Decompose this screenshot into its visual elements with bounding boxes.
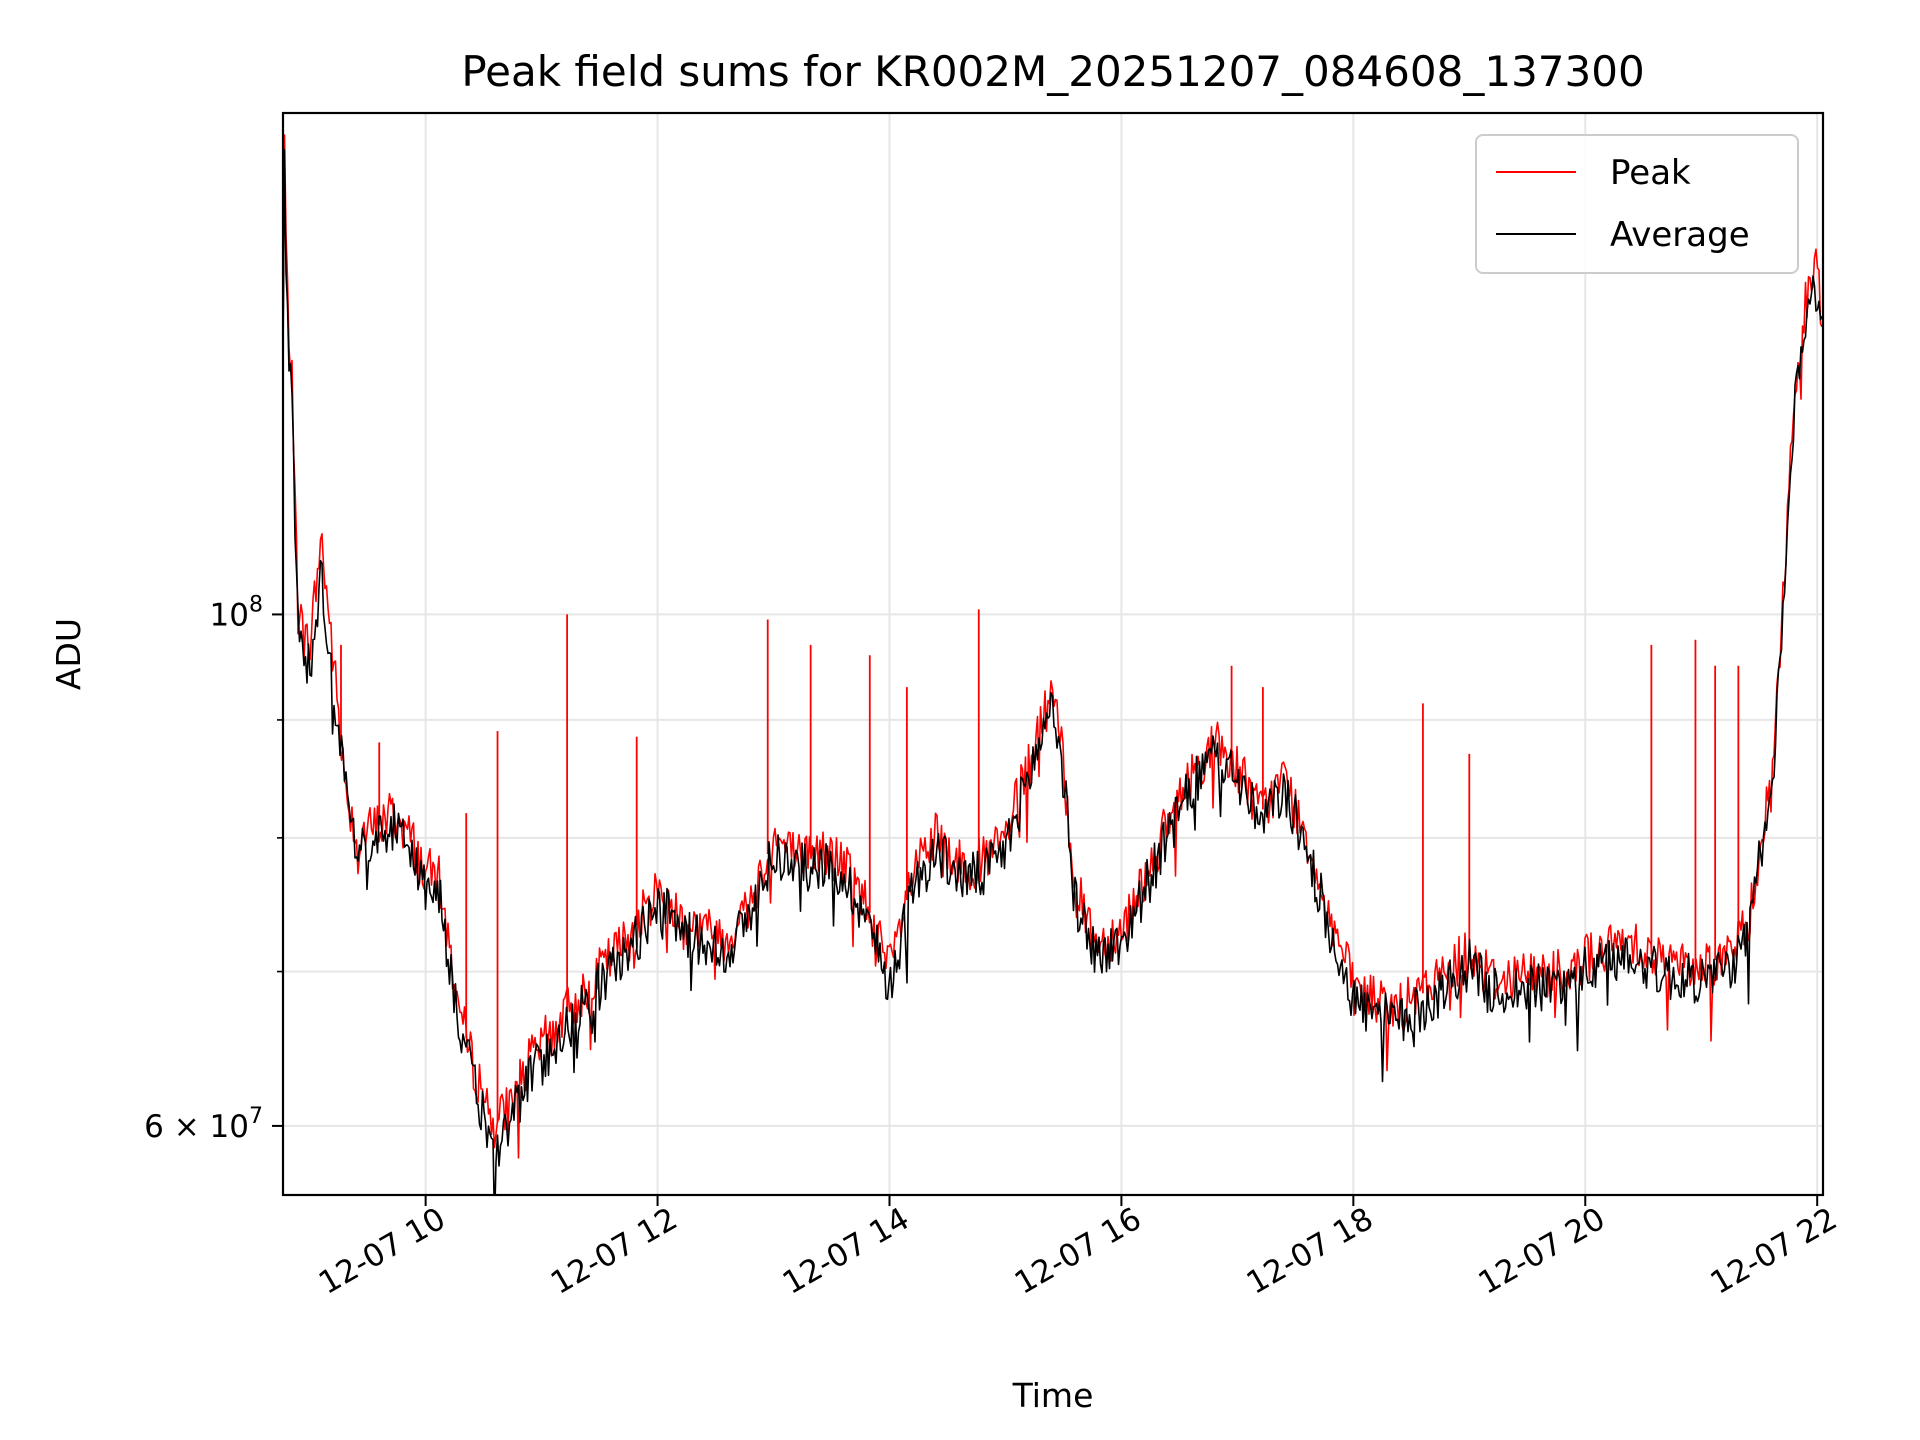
y-tick-label: 6 × 107 [144, 1104, 263, 1145]
series-line-peak [283, 134, 1823, 1159]
y-tick-label: 108 [210, 592, 263, 633]
plot-frame [281, 111, 1825, 1197]
y-tick-label-base: 6 × 10 [144, 1109, 249, 1145]
series-line-average [283, 148, 1823, 1195]
legend-box [1475, 134, 1799, 274]
x-tick-label: 12-07 20 [1473, 1201, 1612, 1302]
legend-label-peak: Peak [1610, 153, 1691, 193]
x-tick-label: 12-07 22 [1704, 1201, 1843, 1302]
y-tick-label-exponent: 7 [249, 1104, 263, 1129]
x-axis: 12-07 10 12-07 12 12-07 14 12-07 16 12-07 18… [313, 1195, 1843, 1302]
plot-area [283, 134, 1823, 1195]
legend: Peak Average [1475, 134, 1799, 274]
y-tick-label-base: 10 [210, 597, 249, 633]
grid [283, 113, 1823, 1195]
legend-label-average: Average [1610, 215, 1750, 255]
y-axis: 108 6 × 107 [144, 592, 283, 1145]
x-tick-label: 12-07 14 [777, 1201, 916, 1302]
peak-spikes [340, 609, 1740, 1123]
chart-title: Peak field sums for KR002M_20251207_0846… [461, 47, 1644, 96]
y-tick-label-exponent: 8 [249, 592, 263, 617]
x-axis-label: Time [1012, 1376, 1094, 1415]
x-tick-label: 12-07 10 [313, 1201, 452, 1302]
x-tick-label: 12-07 18 [1241, 1201, 1380, 1302]
x-tick-label: 12-07 16 [1009, 1201, 1148, 1302]
x-tick-label: 12-07 12 [545, 1201, 684, 1302]
y-axis-label: ADU [49, 618, 88, 690]
